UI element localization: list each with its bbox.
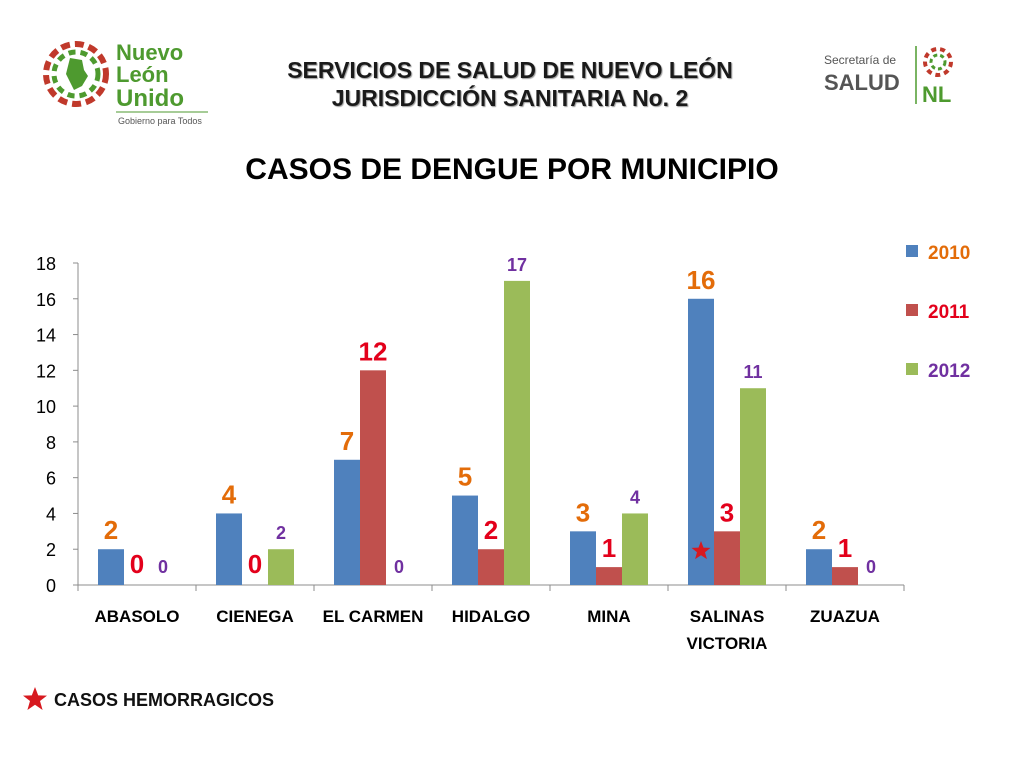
bar [570, 531, 596, 585]
y-tick-label: 12 [36, 361, 56, 381]
data-label: 3 [576, 497, 590, 527]
bar [740, 388, 766, 585]
x-tick-label: VICTORIA [687, 634, 768, 653]
bar [268, 549, 294, 585]
x-tick-label: HIDALGO [452, 607, 530, 626]
x-tick-label: EL CARMEN [323, 607, 424, 626]
logo-right-line1: Secretaría de [824, 53, 896, 67]
nuevo-leon-map-emblem-icon [43, 41, 109, 107]
data-label: 2 [104, 515, 118, 545]
bar [832, 567, 858, 585]
legend-label: 2011 [928, 302, 970, 323]
header-line-1: SERVICIOS DE SALUD DE NUEVO LEÓN [287, 57, 733, 83]
footnote-text: CASOS HEMORRAGICOS [54, 690, 275, 710]
bar [478, 549, 504, 585]
data-label: 1 [602, 533, 616, 563]
bar [714, 531, 740, 585]
y-tick-label: 4 [46, 504, 56, 524]
data-label: 4 [222, 479, 237, 509]
data-label: 5 [458, 462, 472, 492]
nuevo-leon-unido-logo: Nuevo León Unido Gobierno para Todos [43, 40, 208, 126]
hemorrhagic-star-icon [691, 541, 711, 560]
bar [216, 513, 242, 585]
data-label: 0 [866, 557, 876, 577]
data-label: 4 [630, 487, 640, 507]
data-label: 2 [276, 523, 286, 543]
bar [452, 495, 478, 585]
logo-word-unido: Unido [116, 85, 184, 112]
data-label: 0 [248, 549, 262, 579]
bar [360, 370, 386, 585]
logo-right-abbrev: NL [922, 82, 951, 107]
logo-word-nuevo: Nuevo [116, 40, 183, 65]
y-tick-label: 16 [36, 290, 56, 310]
bar [806, 549, 832, 585]
data-label: 0 [394, 557, 404, 577]
y-tick-label: 18 [36, 254, 56, 274]
red-star-icon [23, 687, 47, 710]
footnote: CASOS HEMORRAGICOS [22, 686, 342, 716]
data-label: 3 [720, 497, 734, 527]
x-tick-label: SALINAS [690, 607, 765, 626]
bar [334, 459, 360, 585]
legend-label: 2012 [928, 361, 970, 382]
y-tick-label: 8 [46, 433, 56, 453]
x-tick-label: CIENEGA [216, 607, 293, 626]
y-tick-label: 2 [46, 540, 56, 560]
header-line-2: JURISDICCIÓN SANITARIA No. 2 [331, 85, 689, 111]
data-label: 2 [484, 515, 498, 545]
y-tick-label: 10 [36, 397, 56, 417]
x-tick-label: ZUAZUA [810, 607, 880, 626]
legend-label: 2010 [928, 243, 970, 264]
data-label: 16 [687, 265, 716, 295]
data-label: 1 [838, 533, 852, 563]
y-tick-label: 0 [46, 576, 56, 596]
y-tick-label: 14 [36, 326, 56, 346]
bar [622, 513, 648, 585]
legend-swatch [906, 304, 918, 316]
data-label: 0 [130, 549, 144, 579]
bar [504, 280, 530, 585]
x-tick-label: ABASOLO [95, 607, 180, 626]
legend-swatch [906, 363, 918, 375]
data-label: 12 [359, 336, 388, 366]
chart-title: CASOS DE DENGUE POR MUNICIPIO [245, 153, 779, 186]
legend-swatch [906, 245, 918, 257]
flower-emblem-icon [923, 47, 953, 77]
logo-word-leon: León [116, 62, 169, 87]
y-tick-label: 6 [46, 469, 56, 489]
bar [98, 549, 124, 585]
x-tick-label: MINA [587, 607, 630, 626]
data-label: 17 [507, 255, 527, 275]
logo-tagline: Gobierno para Todos [118, 116, 202, 126]
data-label: 11 [743, 362, 762, 382]
data-label: 0 [158, 557, 168, 577]
data-label: 7 [340, 426, 354, 456]
bar [688, 298, 714, 585]
secretaria-de-salud-logo: Secretaría de SALUD NL [824, 46, 953, 107]
bar [596, 567, 622, 585]
data-label: 2 [812, 515, 826, 545]
logo-right-line2: SALUD [824, 70, 900, 95]
